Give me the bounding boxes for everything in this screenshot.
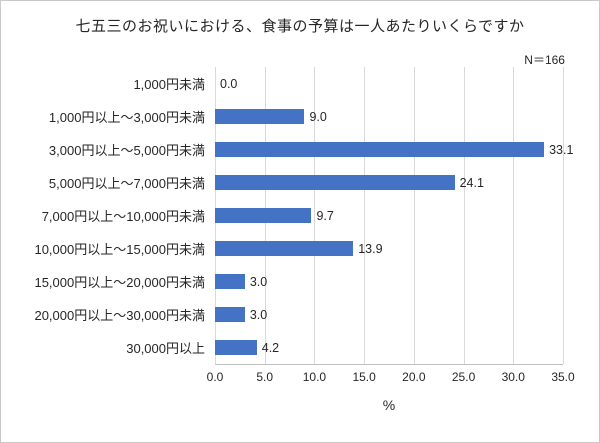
value-label: 3.0	[249, 274, 268, 289]
chart-row: 3,000円以上～5,000円未満 33.1	[11, 133, 573, 166]
gridline	[513, 67, 515, 364]
chart-title: 七五三のお祝いにおける、食事の予算は一人あたりいくらですか	[75, 18, 525, 35]
value-label: 4.2	[261, 340, 280, 355]
gridline	[413, 67, 415, 364]
category-label: 1,000円以上～3,000円未満	[48, 110, 205, 125]
chart-row: 1,000円以上～3,000円未満 9.0	[11, 100, 563, 133]
category-label: 20,000円以上～30,000円未満	[34, 308, 205, 323]
bar-track: 3.0	[215, 265, 563, 298]
value-label: 0.0	[220, 76, 238, 91]
bar-track: 24.1	[215, 166, 563, 199]
bar-track: 33.1	[215, 133, 573, 166]
gridline	[364, 67, 366, 364]
x-tick-labels: 0.0 5.0 10.0 15.0 20.0 25.0 30.0 35.0	[207, 370, 575, 386]
category-label: 30,000円以上	[126, 341, 205, 356]
x-axis-title: %	[382, 397, 396, 413]
bar	[215, 142, 545, 157]
x-tick-label: 10.0	[302, 370, 327, 384]
category-label: 15,000円以上～20,000円未満	[34, 275, 205, 290]
category-label: 3,000円以上～5,000円未満	[48, 143, 205, 158]
chart-rows: 1,000円未満 0.0 1,000円以上～3,000円未満 9.0 3,000円以上～…	[11, 67, 573, 364]
x-axis-line	[215, 364, 563, 365]
gridline	[563, 67, 564, 364]
value-label: 3.0	[249, 307, 268, 322]
sample-size-note: N＝166	[524, 53, 565, 67]
chart-row: 5,000円以上～7,000円未満 24.1	[11, 166, 563, 199]
category-label: 5,000円以上～7,000円未満	[48, 176, 205, 191]
gridline	[463, 67, 465, 364]
value-label: 9.7	[316, 208, 334, 223]
chart-row: 1,000円未満 0.0	[11, 67, 563, 100]
bar	[215, 208, 312, 223]
category-label: 10,000円以上～15,000円未満	[34, 242, 205, 257]
bar-track: 9.7	[215, 199, 563, 232]
chart-row: 7,000円以上～10,000円未満 9.7	[11, 199, 563, 232]
x-tick-label: 0.0	[206, 370, 224, 384]
chart-row: 15,000円以上～20,000円未満 3.0	[11, 265, 563, 298]
x-tick-label: 30.0	[501, 370, 525, 384]
bar	[215, 175, 455, 190]
bar	[215, 340, 257, 355]
bar	[215, 109, 305, 124]
bar	[215, 274, 245, 289]
chart-row: 10,000円以上～15,000円未満 13.9	[11, 232, 563, 265]
bar	[215, 241, 354, 256]
x-tick-label: 15.0	[352, 370, 376, 384]
bar-track: 13.9	[215, 232, 563, 265]
chart-row: 30,000円以上 4.2	[11, 331, 563, 364]
value-label: 13.9	[358, 241, 383, 256]
bar	[215, 307, 245, 322]
x-tick-label: 35.0	[551, 370, 575, 384]
x-tick-label: 20.0	[402, 370, 426, 384]
bar-track: 9.0	[215, 100, 563, 133]
bar-track: 4.2	[215, 331, 563, 364]
bar-track: 3.0	[215, 298, 563, 331]
chart-row: 20,000円以上～30,000円未満 3.0	[11, 298, 563, 331]
bar-track: 0.0	[215, 67, 563, 100]
value-label: 24.1	[459, 175, 484, 190]
x-tick-label: 25.0	[451, 370, 476, 384]
x-tick-label: 5.0	[256, 370, 274, 384]
value-label: 33.1	[549, 142, 574, 157]
value-label: 9.0	[309, 109, 327, 124]
gridline	[314, 67, 316, 364]
category-label: 7,000円以上～10,000円未満	[41, 209, 205, 224]
category-label: 1,000円未満	[133, 77, 205, 92]
